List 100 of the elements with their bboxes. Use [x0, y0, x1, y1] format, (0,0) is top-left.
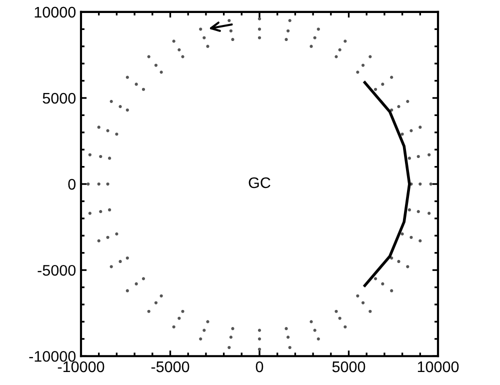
point	[172, 40, 176, 43]
point	[316, 28, 320, 31]
point	[126, 108, 129, 112]
point	[400, 232, 404, 236]
point	[126, 76, 129, 79]
point	[154, 301, 158, 304]
point	[418, 182, 422, 186]
point	[416, 154, 420, 158]
point	[86, 182, 90, 186]
point	[115, 132, 118, 136]
point	[99, 210, 102, 214]
point	[284, 327, 288, 330]
point	[229, 336, 232, 339]
point	[288, 18, 292, 22]
point	[147, 310, 150, 313]
point	[97, 182, 100, 186]
point	[172, 325, 176, 328]
point	[334, 310, 338, 313]
point	[310, 320, 313, 324]
point	[126, 256, 129, 260]
y-tick-label: -5000	[38, 264, 76, 276]
point	[142, 277, 146, 280]
x-tick-label: 5000	[332, 361, 366, 372]
point	[160, 70, 163, 74]
x-tick-label: -5000	[151, 361, 190, 372]
point	[286, 29, 290, 32]
point	[338, 316, 342, 320]
point	[202, 328, 206, 332]
point	[88, 153, 92, 156]
point	[202, 36, 206, 40]
x-tick-label: 0	[256, 361, 264, 372]
point	[110, 100, 113, 103]
annotation: GC	[248, 177, 270, 188]
point	[416, 210, 420, 214]
point	[310, 44, 313, 48]
point	[106, 129, 110, 132]
point	[99, 154, 102, 158]
point	[142, 88, 146, 91]
point	[368, 55, 372, 58]
point	[361, 64, 365, 67]
point	[390, 76, 394, 79]
point	[147, 55, 150, 58]
point	[160, 294, 163, 298]
point	[338, 48, 342, 52]
point	[178, 316, 181, 320]
point	[178, 48, 181, 52]
point	[381, 82, 384, 86]
point	[108, 156, 112, 160]
y-tick-label: 10000	[34, 6, 76, 18]
point	[199, 28, 202, 31]
point	[406, 265, 410, 268]
point	[374, 88, 378, 91]
point	[313, 36, 316, 40]
point	[334, 55, 338, 58]
point	[390, 108, 394, 112]
point	[106, 182, 110, 186]
point	[316, 337, 320, 340]
point	[126, 289, 129, 292]
point	[361, 301, 365, 304]
y-tick-label: -10000	[29, 350, 76, 362]
line-series	[363, 81, 411, 287]
point	[258, 328, 262, 332]
point	[313, 328, 316, 332]
point	[181, 55, 184, 58]
point	[258, 17, 262, 20]
x-tick-label: 10000	[418, 361, 459, 372]
point	[288, 346, 292, 350]
point	[410, 236, 413, 239]
point	[368, 310, 372, 313]
point	[390, 256, 394, 260]
point	[397, 260, 400, 264]
point	[344, 40, 347, 43]
point	[231, 327, 234, 330]
point	[408, 156, 411, 160]
point	[410, 129, 413, 132]
point	[344, 325, 347, 328]
point	[381, 282, 384, 286]
point	[118, 260, 122, 264]
x-tick-label: -10000	[58, 361, 104, 372]
point	[284, 38, 288, 42]
point	[88, 212, 92, 215]
point	[206, 44, 210, 48]
point	[231, 38, 234, 42]
point	[115, 232, 118, 236]
y-tick-label: 0	[68, 178, 76, 190]
point	[228, 346, 231, 350]
point	[206, 320, 210, 324]
point	[428, 212, 431, 215]
point	[108, 208, 112, 212]
point	[400, 132, 404, 136]
point	[397, 105, 400, 108]
point	[199, 337, 202, 340]
point	[406, 100, 410, 103]
point	[374, 277, 378, 280]
point	[356, 294, 360, 298]
point	[408, 208, 411, 212]
point	[418, 239, 422, 242]
point	[97, 239, 100, 242]
point	[356, 70, 360, 74]
point	[106, 236, 110, 239]
